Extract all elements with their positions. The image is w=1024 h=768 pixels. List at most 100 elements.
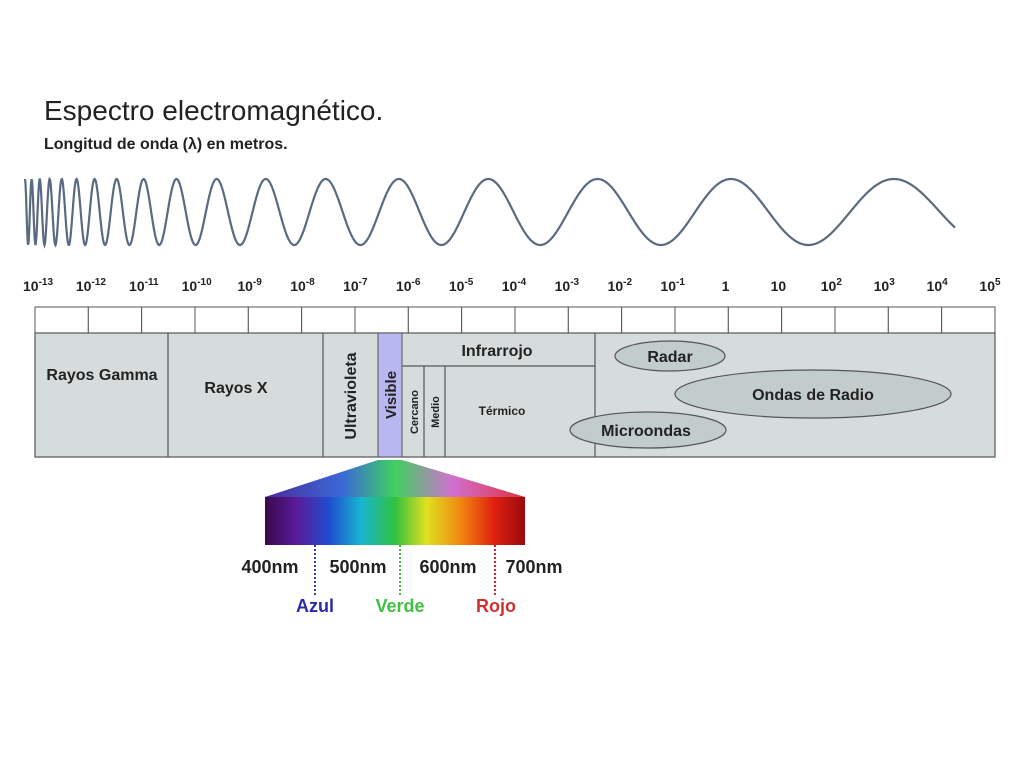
scale-label: 10-6	[396, 277, 421, 294]
scale-exp: -5	[464, 277, 473, 288]
prism	[265, 460, 525, 497]
region-label: Ultravioleta	[343, 352, 360, 439]
region-label: Medio	[430, 396, 442, 428]
scale-base: 10	[555, 278, 571, 294]
region-label: Cercano	[409, 390, 421, 434]
region-label: Rayos X	[204, 380, 267, 397]
wavelength-label: 700nm	[505, 557, 562, 577]
scale-base: 10	[129, 278, 145, 294]
scale-exp: -6	[412, 277, 421, 288]
region-label: Rayos Gamma	[46, 367, 157, 384]
scale-exp: -12	[91, 277, 106, 288]
scale-exp: -11	[145, 277, 159, 288]
scale-base: 10	[927, 278, 943, 294]
ellipse	[674, 369, 952, 419]
scale-cell	[194, 306, 249, 334]
scale-cell	[567, 306, 623, 334]
scale-exp: -9	[253, 277, 262, 288]
scale-label: 103	[874, 277, 896, 294]
scale-label: 10-3	[555, 277, 580, 294]
scale-label: 10-13	[23, 277, 53, 294]
scale: 10-13 10-12 10-11 10-10 10-9 10-8 10-7 10-6 10-5…	[23, 277, 1001, 334]
color-label: Rojo	[476, 596, 516, 616]
scale-label: 10-8	[290, 277, 315, 294]
scale-cell	[87, 306, 143, 334]
scale-cell	[407, 306, 463, 334]
scale-label: 10-2	[608, 277, 633, 294]
scale-cell	[247, 306, 303, 334]
ellipse	[569, 411, 727, 449]
scale-base: 10	[290, 278, 306, 294]
scale-base: 10	[76, 278, 92, 294]
scale-label: 105	[979, 277, 1001, 294]
scale-exp: -2	[623, 277, 632, 288]
title: Espectro electromagnético.	[44, 95, 383, 126]
scale-cell	[141, 306, 196, 334]
scale-label: 10-11	[129, 277, 159, 294]
scale-cell	[621, 306, 676, 334]
scale-cell	[781, 306, 836, 334]
scale-exp: -7	[359, 277, 368, 288]
scale-base: 10	[821, 278, 837, 294]
scale-exp: -4	[517, 277, 526, 288]
scale-cell	[941, 306, 996, 334]
scale-cell	[887, 306, 943, 334]
region-label: Ondas de Radio	[752, 387, 874, 404]
scale-base: 10	[237, 278, 253, 294]
scale-exp: 3	[889, 277, 895, 288]
scale-base: 10	[608, 278, 624, 294]
wavelength-label: 500nm	[329, 557, 386, 577]
region-label: Radar	[647, 349, 692, 366]
scale-base: 10	[874, 278, 890, 294]
scale-cell	[674, 306, 729, 334]
subtitle: Longitud de onda (λ) en metros.	[44, 136, 288, 153]
wavelength-label: 400nm	[241, 557, 298, 577]
scale-base: 10	[660, 278, 676, 294]
visible-band	[377, 332, 403, 458]
color-label: Verde	[375, 596, 424, 616]
scale-exp: -13	[39, 277, 54, 288]
scale-exp: 5	[995, 277, 1001, 288]
scale-base: 10	[449, 278, 465, 294]
region-label: Térmico	[479, 404, 526, 418]
scale-cell	[354, 306, 409, 334]
scale-base: 10	[343, 278, 359, 294]
scale-base: 10	[979, 278, 995, 294]
scale-cell	[834, 306, 889, 334]
color-label: Azul	[296, 596, 334, 616]
scale-cell	[34, 306, 89, 334]
scale-exp: 4	[942, 277, 948, 288]
region-label: Infrarrojo	[461, 343, 532, 360]
scale-label: 104	[927, 277, 949, 294]
region-label: Visible	[383, 371, 400, 419]
ellipse	[614, 340, 726, 372]
scale-base: 10	[502, 278, 518, 294]
scale-label: 10-7	[343, 277, 368, 294]
region-label: Microondas	[601, 423, 691, 440]
scale-base: 10	[396, 278, 412, 294]
scale-cell	[514, 306, 569, 334]
scale-label: 10	[771, 278, 787, 294]
scale-label: 10-1	[660, 277, 685, 294]
wavelength-label: 600nm	[419, 557, 476, 577]
scale-label: 10-10	[182, 277, 212, 294]
spectrum	[265, 497, 525, 545]
scale-exp: 2	[836, 277, 842, 288]
wave	[23, 176, 956, 249]
scale-cell	[461, 306, 516, 334]
scale-exp: -10	[197, 277, 212, 288]
scale-label: 102	[821, 277, 843, 294]
scale-base: 10	[23, 278, 39, 294]
scale-exp: -3	[570, 277, 579, 288]
scale-label: 10-4	[502, 277, 527, 294]
scale-exp: -1	[676, 277, 685, 288]
scale-label: 1	[722, 278, 730, 294]
scale-label: 10-9	[237, 277, 262, 294]
scale-exp: -8	[306, 277, 315, 288]
scale-base: 1	[722, 278, 730, 294]
scale-cell	[301, 306, 356, 334]
scale-base: 10	[771, 278, 787, 294]
scale-base: 10	[182, 278, 198, 294]
